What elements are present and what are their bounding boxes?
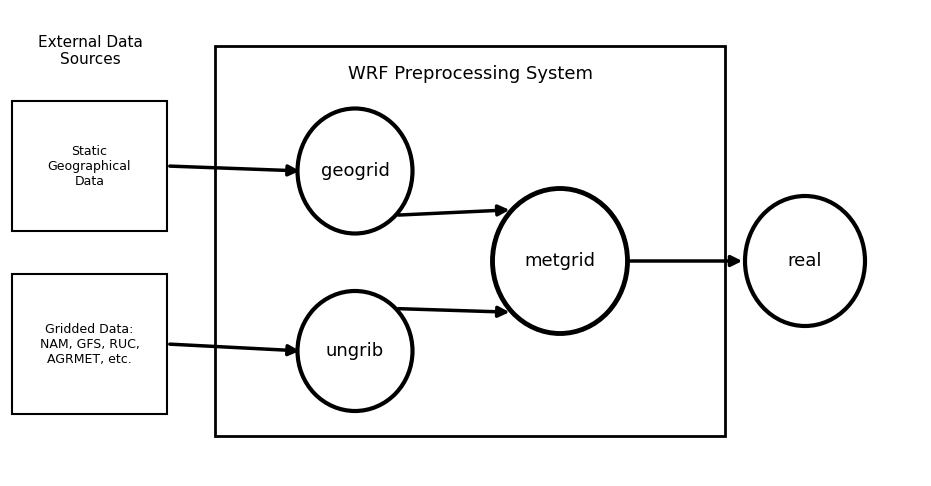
Bar [12, 101, 167, 231]
Text: ungrib: ungrib [326, 342, 385, 360]
Ellipse shape [298, 291, 412, 411]
Text: metgrid: metgrid [524, 252, 596, 270]
Text: External Data
Sources: External Data Sources [37, 35, 142, 67]
Ellipse shape [492, 189, 627, 333]
Text: geogrid: geogrid [320, 162, 389, 180]
Ellipse shape [745, 196, 865, 326]
Text: Static
Geographical
Data: Static Geographical Data [47, 144, 131, 188]
Bar [12, 274, 167, 414]
Text: Gridded Data:
NAM, GFS, RUC,
AGRMET, etc.: Gridded Data: NAM, GFS, RUC, AGRMET, etc… [39, 323, 140, 365]
Text: real: real [788, 252, 822, 270]
Text: WRF Preprocessing System: WRF Preprocessing System [347, 65, 592, 83]
Ellipse shape [298, 108, 412, 233]
Bar [215, 46, 725, 436]
